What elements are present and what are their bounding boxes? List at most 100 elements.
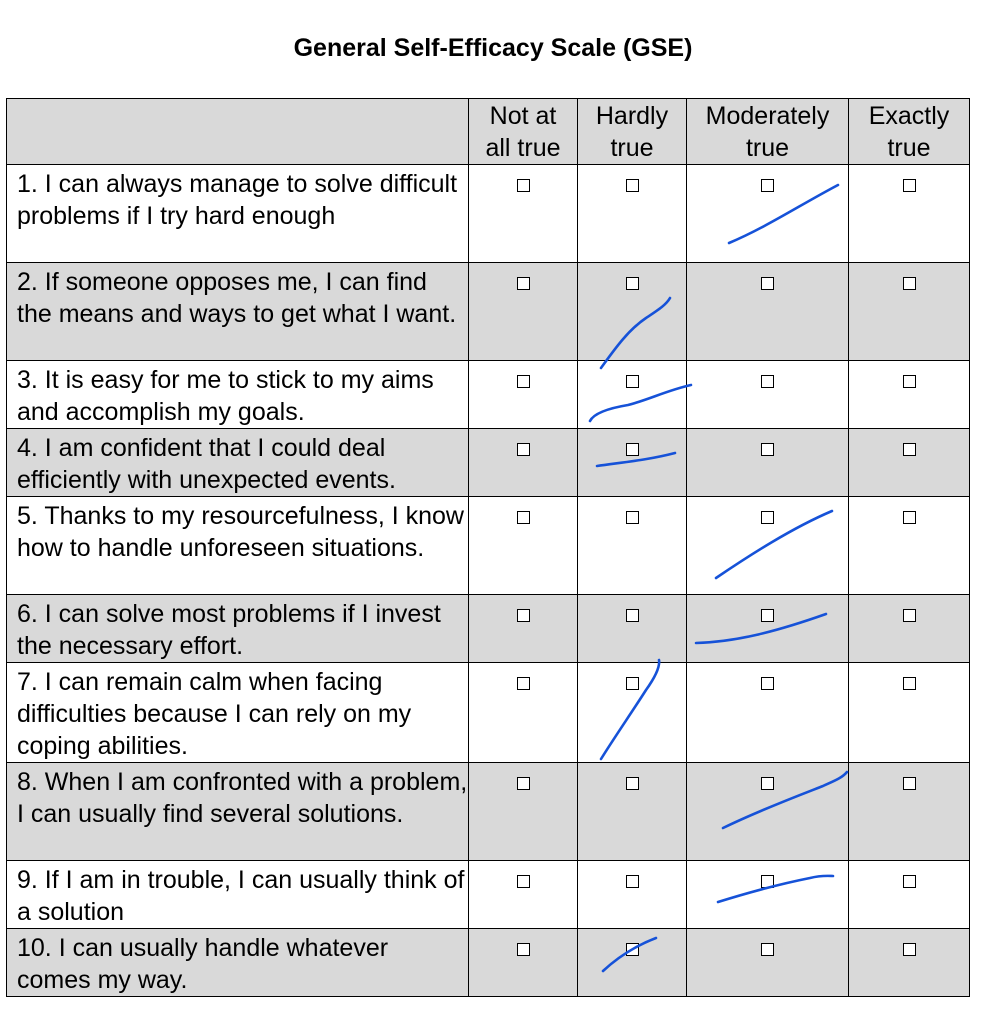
item-row-5: 5. Thanks to my resourcefulness, I know … [6,496,970,595]
cell-exactly-true [848,262,970,361]
checkbox-not-at-all-true[interactable] [516,777,530,790]
checkbox-not-at-all-true[interactable] [516,677,530,690]
cell-exactly-true [848,496,970,595]
item-row-9: 9. If I am in trouble, I can usually thi… [6,860,970,929]
cell-not-at-all-true [468,928,578,997]
cell-moderately-true [686,262,849,361]
cell-exactly-true [848,928,970,997]
checkbox-moderately-true[interactable] [761,609,774,622]
cell-hardly-true [577,496,687,595]
cell-moderately-true [686,164,849,263]
cell-moderately-true [686,360,849,429]
checkbox-hardly-true[interactable] [625,609,639,622]
header-item [6,98,469,165]
checkbox-moderately-true[interactable] [761,875,774,888]
checkbox-not-at-all-true[interactable] [516,511,530,524]
checkbox-moderately-true[interactable] [761,677,774,690]
item-text: 3. It is easy for me to stick to my aims… [6,360,469,429]
checkbox-moderately-true[interactable] [761,943,774,956]
checkbox-not-at-all-true[interactable] [516,443,530,456]
cell-moderately-true [686,928,849,997]
checkbox-not-at-all-true[interactable] [516,943,530,956]
cell-moderately-true [686,860,849,929]
cell-moderately-true [686,496,849,595]
cell-exactly-true [848,594,970,663]
checkbox-not-at-all-true[interactable] [516,179,530,192]
cell-moderately-true [686,762,849,861]
checkbox-exactly-true[interactable] [902,511,916,524]
checkbox-moderately-true[interactable] [761,375,774,388]
cell-not-at-all-true [468,860,578,929]
cell-moderately-true [686,662,849,763]
cell-not-at-all-true [468,762,578,861]
checkbox-not-at-all-true[interactable] [516,277,530,290]
checkbox-moderately-true[interactable] [761,511,774,524]
checkbox-exactly-true[interactable] [902,277,916,290]
page-title: General Self-Efficacy Scale (GSE) [293,34,693,62]
header-hardly-true: Hardly true [577,98,687,165]
cell-not-at-all-true [468,428,578,497]
cell-hardly-true [577,164,687,263]
checkbox-moderately-true[interactable] [761,277,774,290]
checkbox-hardly-true[interactable] [625,777,639,790]
checkbox-not-at-all-true[interactable] [516,875,530,888]
checkbox-hardly-true[interactable] [625,277,639,290]
item-row-2: 2. If someone opposes me, I can find the… [6,262,970,361]
item-row-10: 10. I can usually handle whatever comes … [6,928,970,997]
cell-exactly-true [848,662,970,763]
checkbox-hardly-true[interactable] [625,943,639,956]
checkbox-moderately-true[interactable] [761,179,774,192]
checkbox-moderately-true[interactable] [761,443,774,456]
item-text: 4. I am confident that I could deal effi… [6,428,469,497]
checkbox-exactly-true[interactable] [902,375,916,388]
header-moderately-true: Moderately true [686,98,849,165]
cell-moderately-true [686,428,849,497]
cell-not-at-all-true [468,662,578,763]
checkbox-not-at-all-true[interactable] [516,375,530,388]
checkbox-exactly-true[interactable] [902,179,916,192]
cell-hardly-true [577,860,687,929]
cell-exactly-true [848,360,970,429]
item-row-4: 4. I am confident that I could deal effi… [6,428,970,497]
cell-exactly-true [848,762,970,861]
checkbox-exactly-true[interactable] [902,875,916,888]
checkbox-hardly-true[interactable] [625,375,639,388]
item-text: 10. I can usually handle whatever comes … [6,928,469,997]
checkbox-exactly-true[interactable] [902,609,916,622]
checkbox-exactly-true[interactable] [902,943,916,956]
item-row-6: 6. I can solve most problems if I invest… [6,594,970,663]
checkbox-exactly-true[interactable] [902,677,916,690]
item-text: 5. Thanks to my resourcefulness, I know … [6,496,469,595]
checkbox-not-at-all-true[interactable] [516,609,530,622]
header-not-at-all-true: Not at all true [468,98,578,165]
cell-not-at-all-true [468,594,578,663]
checkbox-hardly-true[interactable] [625,179,639,192]
checkbox-exactly-true[interactable] [902,443,916,456]
cell-hardly-true [577,762,687,861]
checkbox-exactly-true[interactable] [902,777,916,790]
item-text: 6. I can solve most problems if I invest… [6,594,469,663]
checkbox-moderately-true[interactable] [761,777,774,790]
cell-not-at-all-true [468,262,578,361]
cell-not-at-all-true [468,164,578,263]
cell-hardly-true [577,662,687,763]
checkbox-hardly-true[interactable] [625,443,639,456]
cell-hardly-true [577,928,687,997]
cell-not-at-all-true [468,496,578,595]
item-text: 8. When I am confronted with a problem, … [6,762,469,861]
cell-moderately-true [686,594,849,663]
cell-not-at-all-true [468,360,578,429]
item-row-8: 8. When I am confronted with a problem, … [6,762,970,861]
cell-hardly-true [577,594,687,663]
cell-hardly-true [577,428,687,497]
checkbox-hardly-true[interactable] [625,677,639,690]
item-text: 2. If someone opposes me, I can find the… [6,262,469,361]
header-exactly-true: Exactly true [848,98,970,165]
cell-exactly-true [848,428,970,497]
cell-hardly-true [577,262,687,361]
checkbox-hardly-true[interactable] [625,875,639,888]
header-row: Not at all true Hardly true Moderately true… [6,98,970,165]
item-row-7: 7. I can remain calm when facing difficu… [6,662,970,763]
cell-exactly-true [848,860,970,929]
checkbox-hardly-true[interactable] [625,511,639,524]
